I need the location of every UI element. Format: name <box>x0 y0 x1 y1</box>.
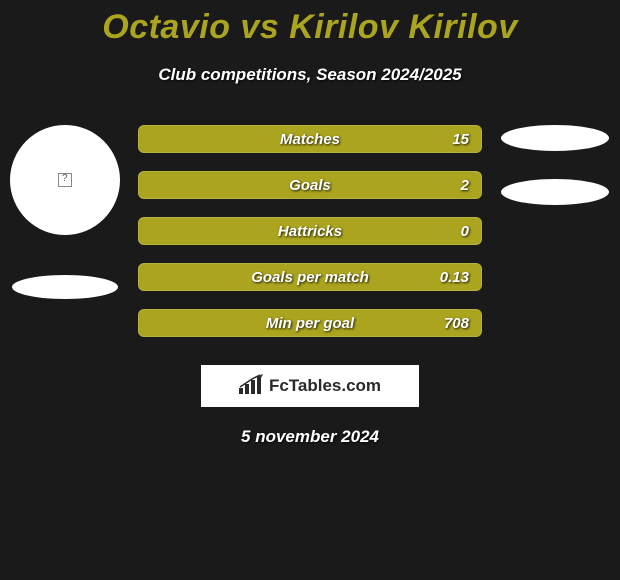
player-right-column <box>490 125 620 205</box>
stat-value: 0.13 <box>440 269 469 286</box>
stat-label: Matches <box>280 131 340 148</box>
stat-value: 708 <box>444 315 469 332</box>
stat-value: 2 <box>461 177 469 194</box>
stat-bar-goals: Goals 2 <box>138 171 482 199</box>
stat-bar-matches: Matches 15 <box>138 125 482 153</box>
stat-label: Hattricks <box>278 223 342 240</box>
stat-label: Min per goal <box>266 315 354 332</box>
stats-column: Matches 15 Goals 2 Hattricks 0 Goals per… <box>130 125 490 337</box>
player-right-oval-bottom <box>501 179 609 205</box>
page-title: Octavio vs Kirilov Kirilov <box>0 8 620 47</box>
stat-bar-hattricks: Hattricks 0 <box>138 217 482 245</box>
date-text: 5 november 2024 <box>0 427 620 447</box>
stat-value: 0 <box>461 223 469 240</box>
placeholder-icon <box>58 173 72 187</box>
stat-label: Goals <box>289 177 331 194</box>
stat-value: 15 <box>452 131 469 148</box>
subtitle: Club competitions, Season 2024/2025 <box>0 65 620 85</box>
stat-bar-goals-per-match: Goals per match 0.13 <box>138 263 482 291</box>
bar-chart-icon <box>239 374 265 399</box>
stat-bar-min-per-goal: Min per goal 708 <box>138 309 482 337</box>
comparison-card: Octavio vs Kirilov Kirilov Club competit… <box>0 0 620 447</box>
player-left-column <box>0 125 130 299</box>
logo-text: FcTables.com <box>269 376 381 396</box>
stat-label: Goals per match <box>251 269 369 286</box>
player-right-oval-top <box>501 125 609 151</box>
player-left-avatar <box>10 125 120 235</box>
logo-box[interactable]: FcTables.com <box>201 365 419 407</box>
main-row: Matches 15 Goals 2 Hattricks 0 Goals per… <box>0 125 620 337</box>
team-left-oval <box>12 275 118 299</box>
